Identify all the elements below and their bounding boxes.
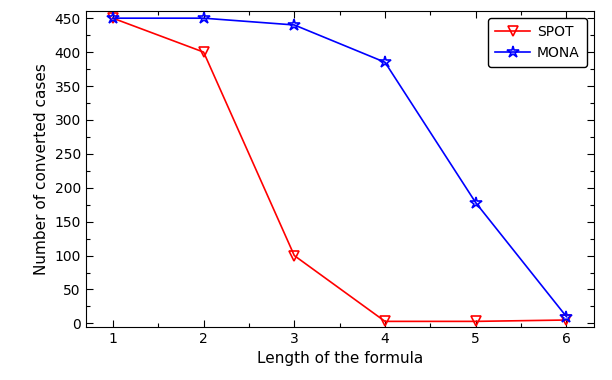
- SPOT: [109, 16, 116, 21]
- MONA: [109, 16, 116, 21]
- X-axis label: Length of the formula: Length of the formula: [256, 351, 423, 366]
- Y-axis label: Number of converted cases: Number of converted cases: [34, 63, 49, 275]
- Line: MONA: MONA: [106, 12, 573, 323]
- MONA: [291, 23, 298, 27]
- SPOT: [472, 319, 479, 324]
- MONA: [472, 200, 479, 205]
- Legend: SPOT, MONA: SPOT, MONA: [488, 18, 587, 67]
- SPOT: [291, 253, 298, 258]
- SPOT: [563, 318, 570, 322]
- SPOT: [381, 319, 389, 324]
- Line: SPOT: SPOT: [108, 13, 571, 326]
- MONA: [381, 60, 389, 65]
- SPOT: [200, 50, 207, 54]
- MONA: [563, 314, 570, 319]
- MONA: [200, 16, 207, 21]
